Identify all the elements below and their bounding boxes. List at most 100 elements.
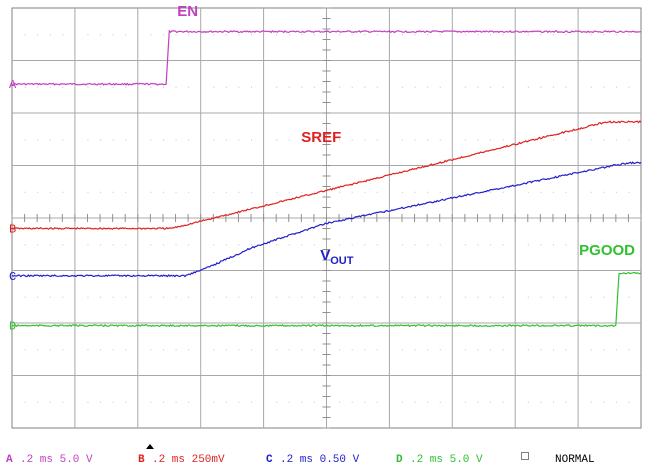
grid-dot: [188, 86, 190, 88]
grid-dot: [188, 401, 190, 403]
grid-dot: [439, 244, 441, 246]
grid-dot: [125, 296, 127, 298]
grid-dot: [100, 401, 102, 403]
grid-dot: [540, 86, 542, 88]
grid-dot: [100, 139, 102, 141]
grid-dot: [301, 191, 303, 193]
grid-dot: [477, 244, 479, 246]
grid-dot: [527, 139, 529, 141]
grid-dot: [175, 139, 177, 141]
grid-dot: [162, 349, 164, 351]
mode-checkbox-icon: [521, 452, 529, 460]
grid-dot: [603, 244, 605, 246]
grid-dot: [301, 139, 303, 141]
grid-dot: [188, 139, 190, 141]
grid-dot: [615, 244, 617, 246]
grid-dot: [376, 86, 378, 88]
grid-dot: [125, 401, 127, 403]
grid-dot: [150, 244, 152, 246]
grid-dot: [414, 191, 416, 193]
grid-dot: [162, 401, 164, 403]
grid-dot: [112, 191, 114, 193]
channel-markers: A B C D: [9, 78, 17, 334]
grid-dot: [313, 86, 315, 88]
grid-dot: [288, 34, 290, 36]
trace-label: EN: [177, 3, 198, 20]
grid-dot: [401, 244, 403, 246]
grid-dot: [427, 34, 429, 36]
grid-dot: [552, 86, 554, 88]
grid-dot: [565, 139, 567, 141]
grid-dot: [213, 296, 215, 298]
grid-dot: [364, 34, 366, 36]
grid-dot: [276, 34, 278, 36]
grid-dot: [49, 139, 51, 141]
grid-dot: [150, 296, 152, 298]
grid-dot: [188, 296, 190, 298]
grid-dot: [276, 401, 278, 403]
grid-dot: [590, 296, 592, 298]
grid-dot: [49, 244, 51, 246]
grid-dot: [100, 34, 102, 36]
grid-dot: [49, 296, 51, 298]
grid-dot: [565, 34, 567, 36]
trace-vout: [11, 161, 642, 278]
grid-dot: [427, 296, 429, 298]
grid-dot: [37, 86, 39, 88]
grid-dot: [401, 34, 403, 36]
grid-dot: [414, 401, 416, 403]
grid-dot: [150, 139, 152, 141]
grid-dot: [351, 191, 353, 193]
grid-dot: [351, 34, 353, 36]
grid-dot: [540, 401, 542, 403]
grid-dot: [37, 244, 39, 246]
grid-dot: [213, 86, 215, 88]
grid-dot: [376, 139, 378, 141]
channel-marker-a: A: [9, 78, 17, 92]
grid-dot: [439, 349, 441, 351]
grid-dot: [490, 86, 492, 88]
grid-dot: [175, 349, 177, 351]
grid-dot: [251, 86, 253, 88]
grid-dot: [238, 34, 240, 36]
grid-dot: [238, 191, 240, 193]
grid-dot: [238, 296, 240, 298]
grid-dot: [301, 296, 303, 298]
acquisition-mode: NORMAL: [555, 454, 595, 466]
grid-dot: [339, 401, 341, 403]
grid-dot: [213, 34, 215, 36]
grid-dot: [364, 296, 366, 298]
grid-dot: [188, 191, 190, 193]
grid-dot: [288, 86, 290, 88]
grid-dot: [125, 191, 127, 193]
grid-dot: [590, 244, 592, 246]
grid-dot: [313, 244, 315, 246]
grid-dot: [175, 34, 177, 36]
grid-dot: [351, 86, 353, 88]
grid-dot: [175, 296, 177, 298]
grid-dot: [162, 139, 164, 141]
grid-dot: [603, 296, 605, 298]
grid-dot: [313, 349, 315, 351]
grid-dot: [251, 296, 253, 298]
grid-dot: [62, 139, 64, 141]
grid-dot: [477, 349, 479, 351]
grid-dot: [464, 349, 466, 351]
grid-dot: [125, 34, 127, 36]
grid-dot: [238, 401, 240, 403]
grid-dot: [251, 191, 253, 193]
trace-label: SREF: [301, 129, 341, 146]
grid-dot: [615, 191, 617, 193]
grid-dot: [339, 244, 341, 246]
grid-dot: [401, 349, 403, 351]
grid-dot: [125, 349, 127, 351]
grid-dot: [62, 34, 64, 36]
grid-dot: [427, 244, 429, 246]
grid-dot: [238, 86, 240, 88]
grid-dot: [162, 34, 164, 36]
grid-dot: [540, 34, 542, 36]
grid-dot: [100, 296, 102, 298]
grid-dot: [225, 244, 227, 246]
grid-dot: [628, 244, 630, 246]
grid-dot: [24, 34, 26, 36]
